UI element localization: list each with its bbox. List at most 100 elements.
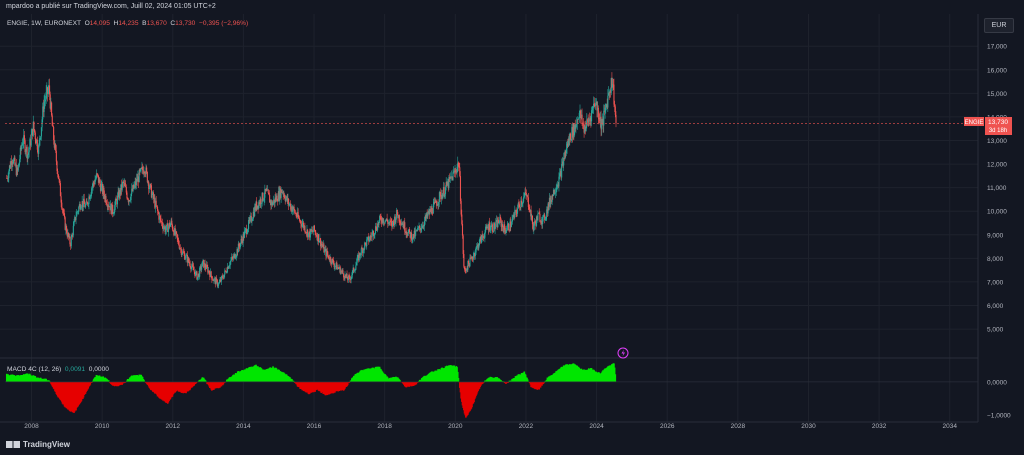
candle-body [171,224,174,230]
candle-body [446,182,448,186]
candle-body [167,223,169,233]
candle-body [319,238,321,242]
candle-body [511,219,513,225]
candle-body [424,216,426,221]
price-tick-label: 11,000 [987,185,1007,192]
candle-body [542,216,544,224]
price-tick-label: 7,000 [987,279,1004,286]
macd-bar [222,381,225,385]
candle-body [235,255,237,258]
candle-body [540,221,542,223]
candle-body [553,189,555,194]
candle-body [614,104,616,107]
tradingview-logo[interactable]: TradingView [6,440,70,449]
candle-body [378,220,380,225]
candle-body [210,271,212,276]
candle-body [190,267,192,270]
candle-body [307,229,309,238]
candle-body [529,209,531,212]
candle-body [580,110,582,119]
candle-body [162,226,164,230]
candle-body [502,224,504,228]
price-tick-label: 8,000 [987,256,1004,263]
candle-body [276,195,278,202]
candle-body [49,85,51,95]
candle-body [546,209,548,214]
candle-body [485,226,487,228]
candle-body [586,119,588,126]
candle-body [144,171,146,174]
candle-body [368,239,371,242]
candle-body [602,118,604,126]
candle-body [272,202,274,206]
candle-body [596,101,598,111]
candle-body [80,207,82,210]
candle-body [128,200,130,203]
macd-name: MACD 4C (12, 26) [7,366,62,373]
candle-body [578,112,580,119]
candle-body [433,201,435,205]
time-tick-label: 2008 [24,423,39,430]
candle-body [572,123,574,138]
lightning-icon[interactable] [617,347,629,359]
time-tick-label: 2026 [660,423,675,430]
candle-body [139,170,141,172]
candle-body [594,105,596,107]
candle-body [311,230,313,232]
candle-body [285,198,287,201]
price-tick-label: 16,000 [987,67,1007,74]
candle-body [262,192,264,201]
candle-body [209,273,211,278]
candle-body [315,235,318,237]
candle-body [519,204,521,208]
candle-body [20,147,22,150]
candle-body [102,187,104,194]
candle-body [248,220,250,221]
candle-body [453,171,455,173]
candle-body [509,221,511,231]
candle-body [271,201,273,206]
candle-body [307,233,309,238]
candle-body [315,232,317,236]
candle-body [408,228,411,233]
candle-body [268,192,270,196]
candle-body [474,253,476,256]
currency-button[interactable]: EUR [984,18,1014,33]
candle-body [123,183,125,184]
candle-body [474,252,476,256]
candle-body [95,178,97,181]
candle-body [170,220,172,224]
candle-body [465,269,467,271]
candle-body [590,110,593,122]
candle-body [481,235,483,238]
candle-body [451,176,453,181]
candle-body [407,231,409,236]
candle-body [513,214,515,218]
candle-body [85,204,87,208]
candle-body [347,275,349,281]
candle-body [254,206,256,217]
candle-body [29,139,31,149]
candle-body [499,216,502,220]
candle-body [291,206,293,212]
candle-body [354,269,356,271]
candle-body [340,270,342,274]
candle-body [554,192,557,194]
candle-body [132,184,134,191]
candle-body [204,263,206,268]
candle-body [198,273,200,277]
time-tick-label: 2012 [166,423,181,430]
candle-body [395,218,397,223]
candle-body [590,117,592,122]
candle-body [420,228,422,231]
macd-bar [107,380,110,382]
candle-body [241,239,243,241]
candle-body [180,248,182,255]
candle-body [127,198,129,200]
candle-body [258,202,260,205]
candle-body [520,200,522,208]
candle-body [504,224,506,230]
time-axis-labels: 2008 2010 2012 2014 2016 2018 2020 2022 2024 2026… [24,423,957,430]
candle-body [173,228,176,236]
